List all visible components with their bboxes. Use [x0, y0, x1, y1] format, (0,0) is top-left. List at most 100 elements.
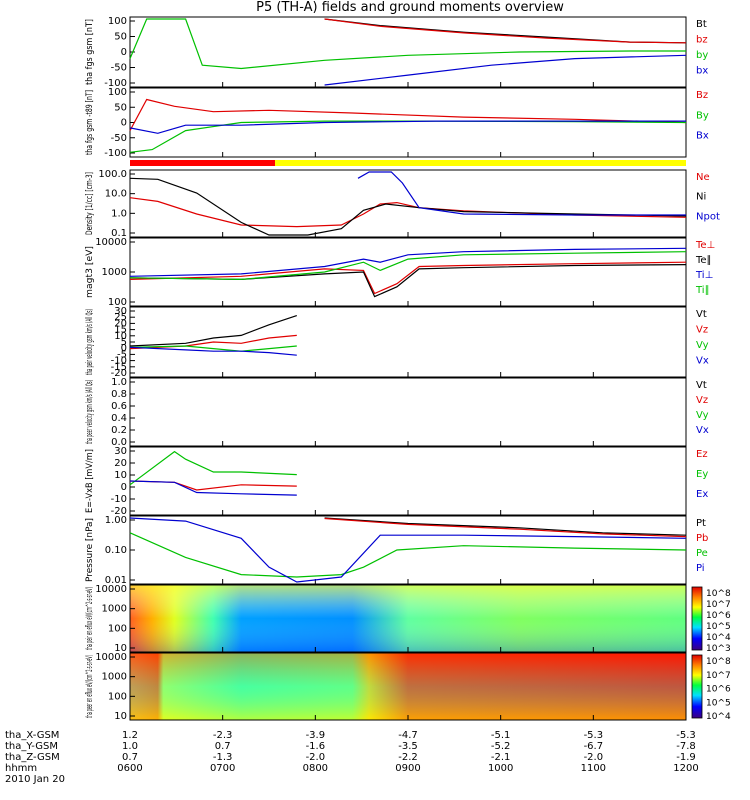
- legend-entry: Vy: [696, 410, 709, 421]
- y-tick-label: -20: [111, 368, 127, 379]
- y-tick-label: 30: [114, 306, 127, 317]
- colorbar: [691, 586, 703, 651]
- date-label: 2010 Jan 20: [5, 774, 65, 785]
- y-tick-label: 10000: [95, 584, 127, 595]
- legend-entry: Ex: [696, 489, 708, 500]
- series-bz: [324, 18, 687, 44]
- legend-entry: Ne: [696, 172, 710, 183]
- legend-entry: Vx: [696, 425, 709, 436]
- panel-8: [129, 515, 687, 585]
- series-Ex: [129, 480, 297, 496]
- y-tick-label: 0.6: [111, 401, 127, 412]
- mode-bar-slow: [275, 160, 686, 166]
- y-axis-label: tha peir velocity gsm km/s (All Qs): [85, 309, 95, 375]
- y-axis-label: tha fgs gsm -t89 [nT]: [85, 90, 95, 155]
- y-axis-label: Density [1/cc] [cm-3]: [85, 172, 95, 235]
- chart-title: P5 (TH-A) fields and ground moments over…: [256, 0, 564, 15]
- y-tick-label: 0.2: [111, 425, 127, 436]
- series-Vt: [129, 315, 297, 347]
- y-tick-label: 100: [108, 691, 127, 702]
- y-tick-label: 0.1: [111, 228, 127, 239]
- x-row-value: -5.3: [584, 730, 604, 741]
- series-Ey: [129, 450, 297, 486]
- y-tick-label: -15: [111, 362, 127, 373]
- legend-entry: Npot: [696, 211, 720, 222]
- y-tick-label: 0: [121, 482, 127, 493]
- y-tick-label: 0: [121, 343, 127, 354]
- x-tick-label: 0800: [303, 763, 328, 774]
- y-tick-label: 30: [114, 446, 127, 457]
- legend-entry: Ti∥: [695, 285, 710, 296]
- series-Ti∥: [129, 251, 687, 281]
- series-Ez: [129, 480, 297, 491]
- y-tick-label: 1000: [102, 672, 127, 683]
- y-tick-label: 10.0: [105, 189, 127, 200]
- panel-10: [129, 652, 703, 721]
- x-row-value: -3.5: [398, 741, 418, 752]
- y-tick-label: 20: [114, 318, 127, 329]
- x-row-value: -2.2: [398, 752, 418, 763]
- y-axis-label: tha peer velocity gsm km/s (All Qs): [85, 380, 95, 444]
- legend-entry: Pt: [696, 518, 706, 529]
- panel-7: [129, 446, 687, 516]
- series-Npot: [357, 171, 686, 216]
- y-tick-label: 10: [114, 331, 127, 342]
- x-row-value: 0.7: [215, 741, 231, 752]
- series-Pi: [129, 517, 687, 583]
- x-row-value: -2.3: [213, 730, 233, 741]
- y-tick-label: 0: [121, 47, 127, 58]
- y-tick-label: 100: [108, 16, 127, 27]
- series-Te∥: [129, 264, 687, 298]
- panel-3: [129, 169, 687, 238]
- y-tick-label: 100: [108, 87, 127, 98]
- series-Bz: [129, 98, 687, 131]
- y-tick-label: -5: [117, 349, 127, 360]
- colorbar-tick-label: 10^6: [706, 611, 731, 621]
- x-row-value: 1.2: [122, 730, 138, 741]
- x-row-value: -5.3: [676, 730, 696, 741]
- y-tick-label: 50: [114, 32, 127, 43]
- colorbar-tick-label: 10^8: [706, 657, 731, 667]
- colorbar-tick-label: 10^4: [706, 633, 731, 643]
- colorbar-tick-label: 10^5: [706, 622, 731, 632]
- panel-9: [129, 584, 703, 653]
- x-row-value: -1.9: [676, 752, 696, 763]
- y-axis-label: tha peir en eflux eV/(cm^2-s-sr-eV): [85, 587, 95, 650]
- colorbar-tick-label: 10^6: [706, 685, 731, 695]
- x-row-label: hhmm: [5, 763, 37, 774]
- colorbar-tick-label: 10^7: [706, 600, 731, 610]
- x-row-label: tha_Y-GSM: [5, 741, 58, 752]
- legend-entry: bz: [696, 35, 708, 46]
- legend-entry: Pe: [696, 548, 708, 559]
- y-tick-label: -100: [104, 78, 127, 89]
- legend-entry: Vy: [696, 340, 709, 351]
- colorbar-tick-label: 10^4: [706, 712, 731, 722]
- y-tick-label: 1.0: [111, 377, 127, 388]
- series-Bx: [129, 120, 686, 134]
- legend-entry: Ni: [696, 192, 706, 203]
- panel-4: [129, 237, 687, 307]
- x-row-value: -3.9: [306, 730, 326, 741]
- y-tick-label: 10000: [95, 652, 127, 663]
- y-axis-label: Pressure [nPa]: [85, 518, 95, 582]
- panel-frame: [129, 515, 687, 585]
- series-by: [129, 18, 686, 70]
- legend-entry: Te∥: [695, 255, 712, 266]
- panel-2: [129, 87, 687, 158]
- x-row-value: -2.0: [306, 752, 326, 763]
- y-tick-label: 20: [114, 458, 127, 469]
- y-tick-label: 100: [108, 623, 127, 634]
- x-row-value: -4.7: [398, 730, 418, 741]
- colorbar-tick-label: 10^5: [706, 698, 731, 708]
- series-Bt: [324, 18, 687, 44]
- series-Ti⊥: [129, 247, 687, 277]
- x-row-value: 0.7: [122, 752, 138, 763]
- panel-frame: [129, 377, 687, 447]
- y-tick-label: -10: [111, 494, 127, 505]
- y-tick-label: -50: [111, 133, 127, 144]
- panel-6: [129, 377, 687, 447]
- x-row-value: -2.1: [491, 752, 511, 763]
- x-row-value: 1.0: [122, 741, 138, 752]
- y-tick-label: 1000: [102, 604, 127, 615]
